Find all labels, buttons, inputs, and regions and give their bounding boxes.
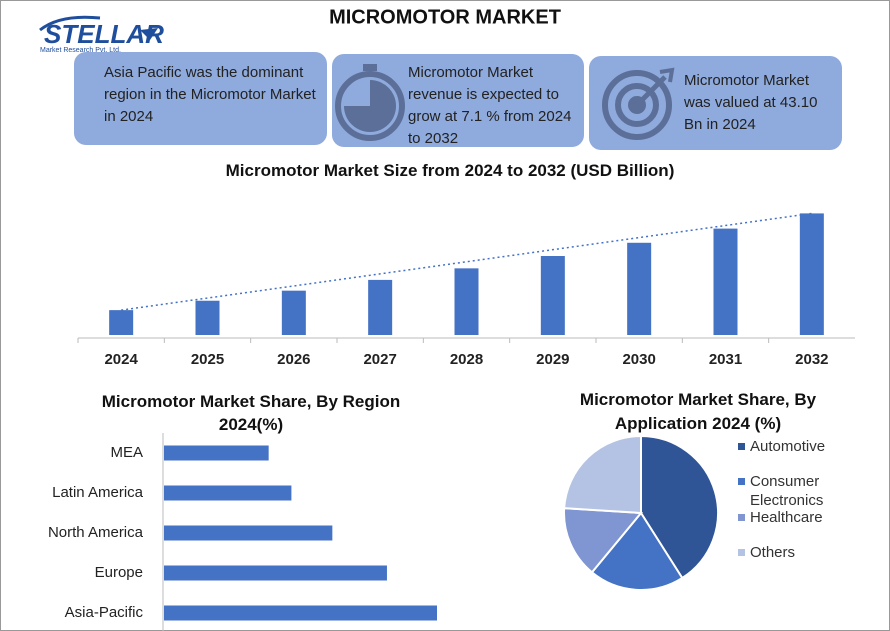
legend-swatch: [738, 514, 745, 521]
x-tick-label: 2024: [104, 351, 138, 368]
legend-label: Consumer Electronics: [750, 473, 824, 509]
bar: [164, 565, 387, 581]
bar: [164, 605, 437, 621]
y-tick-label: Latin America: [52, 484, 144, 501]
bar: [164, 485, 292, 501]
pie-slice: [563, 507, 644, 574]
card-text: Micromotor Market revenue is expected to…: [408, 64, 572, 147]
legend-label: Automotive: [750, 438, 826, 455]
card: [74, 52, 327, 145]
y-tick-label: Europe: [95, 564, 143, 581]
chart-title: Micromotor Market Share, By Region 2024(…: [101, 392, 401, 434]
bar: [164, 525, 333, 541]
bar: [281, 290, 306, 335]
x-tick-label: 2030: [622, 351, 655, 368]
logo-tagline: Market Research Pvt. Ltd.: [40, 47, 121, 54]
legend-swatch: [738, 443, 745, 450]
x-tick-label: 2029: [536, 351, 569, 368]
bar: [454, 268, 479, 335]
chart-title: Micromotor Market Size from 2024 to 2032…: [225, 161, 675, 180]
bar: [368, 279, 393, 335]
stopwatch-icon: [335, 64, 405, 141]
bar: [195, 300, 220, 335]
x-tick-label: 2025: [191, 351, 224, 368]
y-tick-label: Asia-Pacific: [65, 604, 144, 621]
legend-label: Others: [750, 544, 796, 561]
x-tick-label: 2026: [277, 351, 310, 368]
chart-title: Micromotor Market Share, By Application …: [579, 390, 817, 433]
card-text: Asia Pacific was the dominant region in …: [104, 64, 316, 125]
logo: STELLAR: [44, 19, 164, 49]
y-tick-label: MEA: [110, 444, 143, 461]
pie-slice: [563, 434, 642, 515]
logo-swoosh: [39, 15, 158, 40]
x-tick-label: 2031: [709, 351, 742, 368]
bar: [109, 310, 134, 335]
target-icon: [602, 67, 675, 140]
x-tick-label: 2027: [363, 351, 396, 368]
x-tick-label: 2028: [450, 351, 483, 368]
bar: [164, 445, 269, 461]
pie-slice: [590, 511, 684, 591]
legend-swatch: [738, 549, 745, 556]
legend-swatch: [738, 478, 745, 485]
bar: [713, 228, 738, 335]
trendline: [121, 212, 812, 311]
bar: [799, 213, 824, 335]
card-text: Micromotor Market was valued at 43.10 Bn…: [684, 72, 818, 133]
bar: [627, 242, 652, 335]
page-title: MICROMOTOR MARKET: [329, 6, 561, 28]
x-tick-label: 2032: [795, 351, 828, 368]
bar: [540, 256, 565, 335]
legend-label: Healthcare: [750, 509, 823, 526]
y-tick-label: North America: [48, 524, 144, 541]
